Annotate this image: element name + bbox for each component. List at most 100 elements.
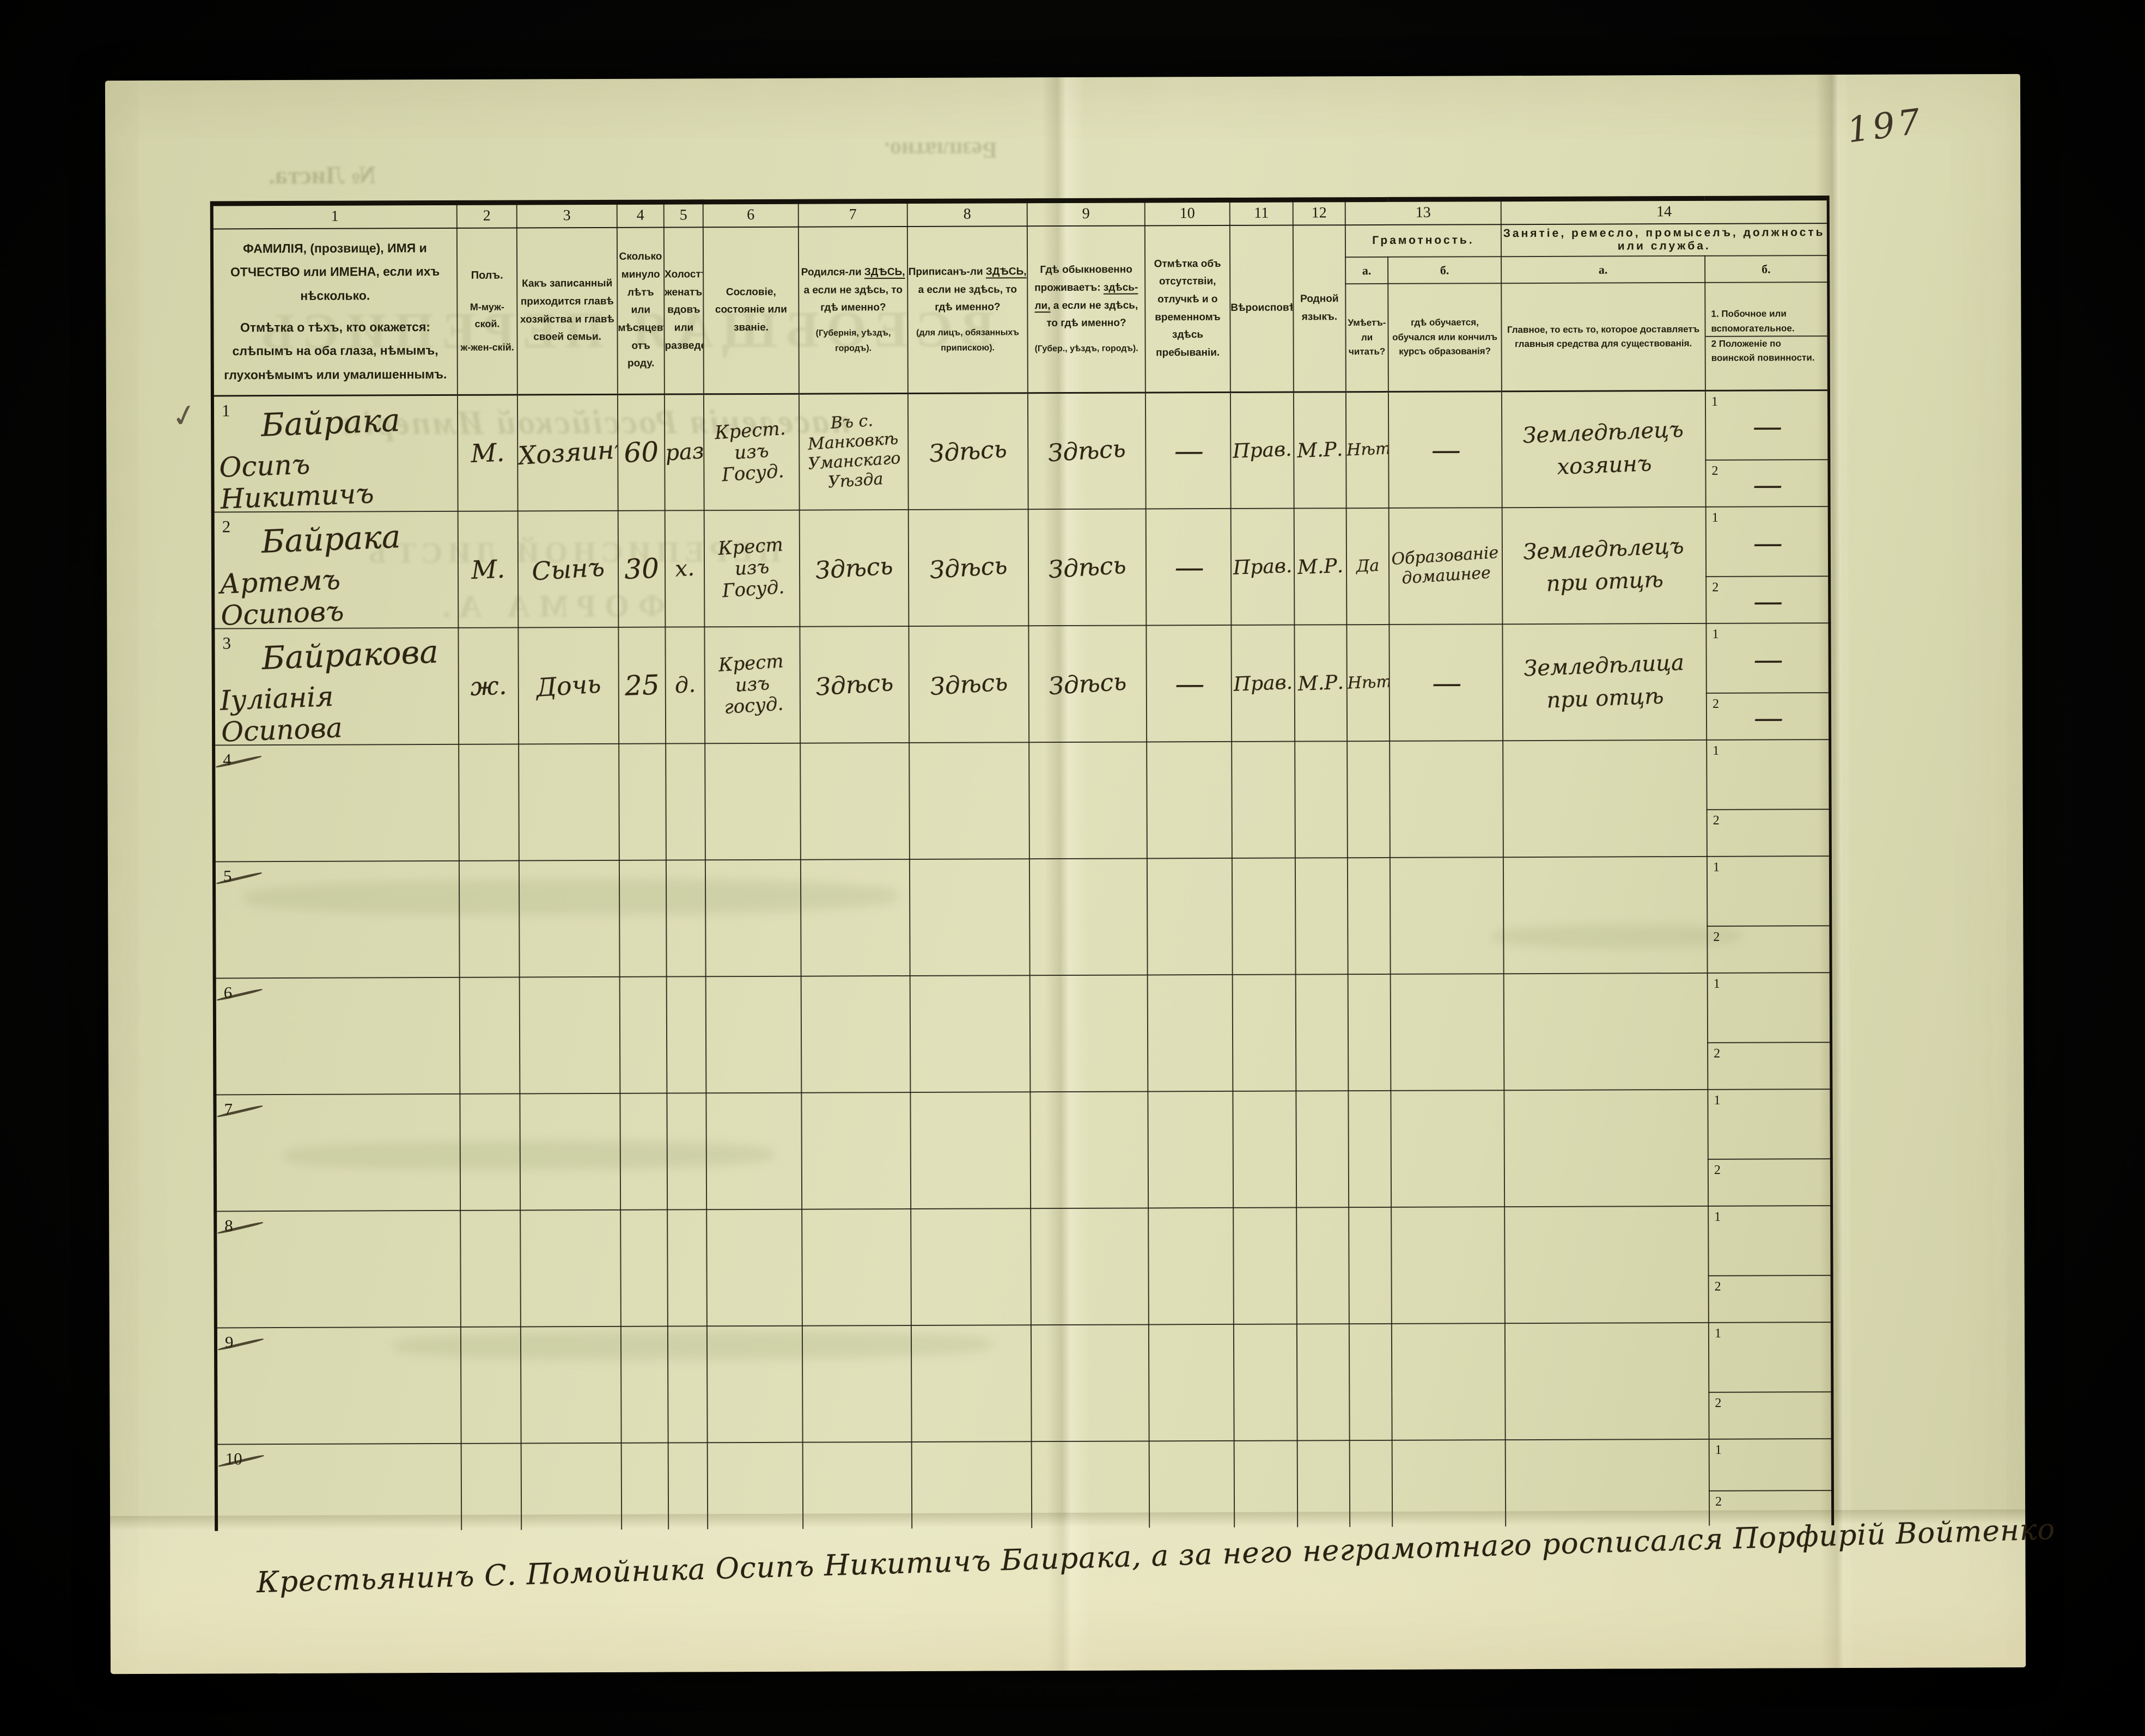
col14b-item1: 1. Побочное или вспомогательное.	[1705, 307, 1827, 337]
empty-cell	[1391, 1207, 1505, 1324]
empty-cell	[911, 1441, 1032, 1529]
empty-cell	[1031, 1441, 1150, 1529]
empty-military-cell: 2	[1707, 809, 1830, 857]
empty-cell	[519, 860, 620, 977]
col4-header: Сколько минуло лѣтъ или мѣсяцевъ отъ род…	[617, 227, 665, 394]
empty-cell	[1504, 1206, 1709, 1324]
empty-cell	[1390, 974, 1504, 1091]
col13a-header: Умѣетъ-ли читать?	[1345, 284, 1388, 392]
row1-estate-cell: Крест. изъ Госуд.	[703, 393, 800, 511]
row1-military-cell: 2 —	[1705, 460, 1829, 508]
col6-number: 6	[703, 201, 799, 227]
empty-cell	[1148, 1324, 1234, 1441]
row4-name-cell: 4	[214, 744, 459, 862]
col7-text: Родился-ли	[801, 266, 864, 278]
col13-group-title: Грамотность.	[1345, 224, 1502, 258]
row2-registered-cell: Здѣсь	[908, 509, 1029, 627]
row3-religion-cell: Прав.	[1231, 625, 1295, 742]
empty-cell	[667, 1326, 708, 1443]
empty-cell	[460, 1210, 521, 1328]
empty-cell	[1296, 1207, 1349, 1324]
empty-cell	[1503, 740, 1707, 858]
empty-cell	[460, 1327, 521, 1444]
row2-military-dash: —	[1753, 584, 1782, 619]
empty-cell	[1349, 1207, 1392, 1324]
col6-header: Сословіе, состояніе или званіе.	[703, 227, 799, 394]
row3-age-cell: 25	[618, 627, 666, 744]
col2-title: Полъ.	[471, 269, 503, 282]
empty-cell	[910, 1092, 1031, 1209]
empty-cell	[911, 1325, 1032, 1442]
empty-cell	[459, 977, 520, 1095]
empty-cell	[621, 1442, 669, 1530]
empty-military-cell: 2	[1708, 1159, 1832, 1207]
row1-occupation-cell: Земледѣлецъ хозяинъ	[1501, 390, 1706, 508]
empty-cell	[909, 859, 1030, 976]
person-row-9: 9 1	[215, 1322, 1832, 1445]
row2-side-occupation-cell: 1 —	[1705, 506, 1830, 577]
col7-header: Родился-ли ЗДѢСЬ, а если не здѣсь, то гд…	[798, 226, 908, 394]
empty-cell	[706, 1092, 802, 1210]
col7-underlined: ЗДѢСЬ,	[864, 266, 905, 278]
row2-age-cell: 30	[618, 510, 666, 627]
col7-text2: а если не здѣсь, то гдѣ именно?	[803, 284, 903, 314]
row3-military-dash: —	[1753, 700, 1782, 735]
row2-birthplace-cell: Здѣсь	[799, 510, 909, 627]
row3-registered-cell: Здѣсь	[909, 626, 1029, 743]
person-row-1: 1 Байрака Осипъ Никитичъ М. Хозяинъ 60 р…	[212, 390, 1829, 512]
col11-number: 11	[1229, 200, 1293, 225]
row3-residence-cell: Здѣсь	[1028, 625, 1147, 743]
col14a-label: а.	[1501, 256, 1705, 284]
empty-cell	[800, 743, 910, 860]
row1-side-occupation-cell: 1 —	[1705, 390, 1829, 461]
empty-cell	[460, 1093, 521, 1211]
row1-educated-cell: —	[1388, 391, 1502, 509]
empty-cell	[1233, 1091, 1297, 1208]
empty-cell	[911, 1208, 1031, 1326]
row2-name-cell: 2 Байрака Артемъ Осиповъ	[212, 511, 459, 629]
empty-military-cell: 2	[1708, 1042, 1831, 1090]
row6-number-struck: 6	[223, 983, 233, 1003]
empty-cell	[1391, 1323, 1506, 1441]
empty-cell	[1295, 974, 1349, 1091]
col1-header-line1: ФАМИЛІЯ, (прозвище), ИМЯ и ОТЧЕСТВО или …	[230, 240, 440, 303]
empty-cell	[1504, 1323, 1709, 1440]
empty-military-cell: 2	[1709, 1392, 1832, 1440]
empty-cell	[1297, 1440, 1350, 1527]
col9-header: Гдѣ обыкновенно проживаетъ: здѣсь-ли, а …	[1027, 225, 1145, 393]
census-sheet: № Листа. Безплатно. ВСЕОБЩАЯ ПЕРЕПИСЬ на…	[105, 74, 2056, 1674]
empty-cell	[705, 976, 802, 1093]
col4-number: 4	[617, 202, 664, 228]
col12-number: 12	[1293, 199, 1345, 225]
subrow-2-label: 2	[1712, 580, 1719, 595]
col1-header: ФАМИЛІЯ, (прозвище), ИМЯ и ОТЧЕСТВО или …	[211, 228, 458, 396]
empty-cell	[666, 976, 706, 1093]
col1-number: 1	[211, 203, 457, 229]
col14-number: 14	[1501, 198, 1828, 224]
empty-cell	[619, 976, 667, 1093]
empty-cell	[667, 1093, 707, 1210]
subrow-1-label: 1	[1711, 510, 1719, 525]
empty-cell	[1296, 1091, 1349, 1208]
empty-side-cell: 1	[1708, 1089, 1831, 1160]
col13a-label: а.	[1345, 257, 1388, 284]
row7-name-cell: 7	[215, 1094, 461, 1212]
col1-header-line2: Отмѣтка о тѣхъ, кто окажется: слѣпымъ на…	[224, 319, 447, 382]
person-row-5: 5 1	[214, 856, 1831, 979]
row1-absence-cell: —	[1145, 392, 1231, 509]
row1-birthplace-cell: Въ с. Манковкѣ Уманскаго Уѣзда	[799, 393, 909, 510]
empty-cell	[909, 742, 1029, 860]
col8-number: 8	[907, 200, 1027, 227]
row1-language-cell: М.Р.	[1293, 392, 1346, 509]
col7-note: (Губернія, уѣздъ, городъ).	[815, 328, 891, 353]
empty-cell	[910, 975, 1031, 1093]
row10-name-cell: 10	[216, 1444, 462, 1531]
row2-side-dash: —	[1753, 525, 1781, 560]
row3-absence-cell: —	[1146, 625, 1232, 742]
empty-cell	[1348, 974, 1391, 1091]
col8-note: (для лицъ, обязанныхъ припискою).	[916, 328, 1019, 353]
empty-cell	[666, 860, 706, 977]
row2-sex-cell: М.	[458, 511, 519, 628]
row9-number-struck: 9	[224, 1332, 234, 1352]
col10-header: Отмѣтка объ отсутствіи, отлучкѣ и о врем…	[1144, 225, 1230, 393]
